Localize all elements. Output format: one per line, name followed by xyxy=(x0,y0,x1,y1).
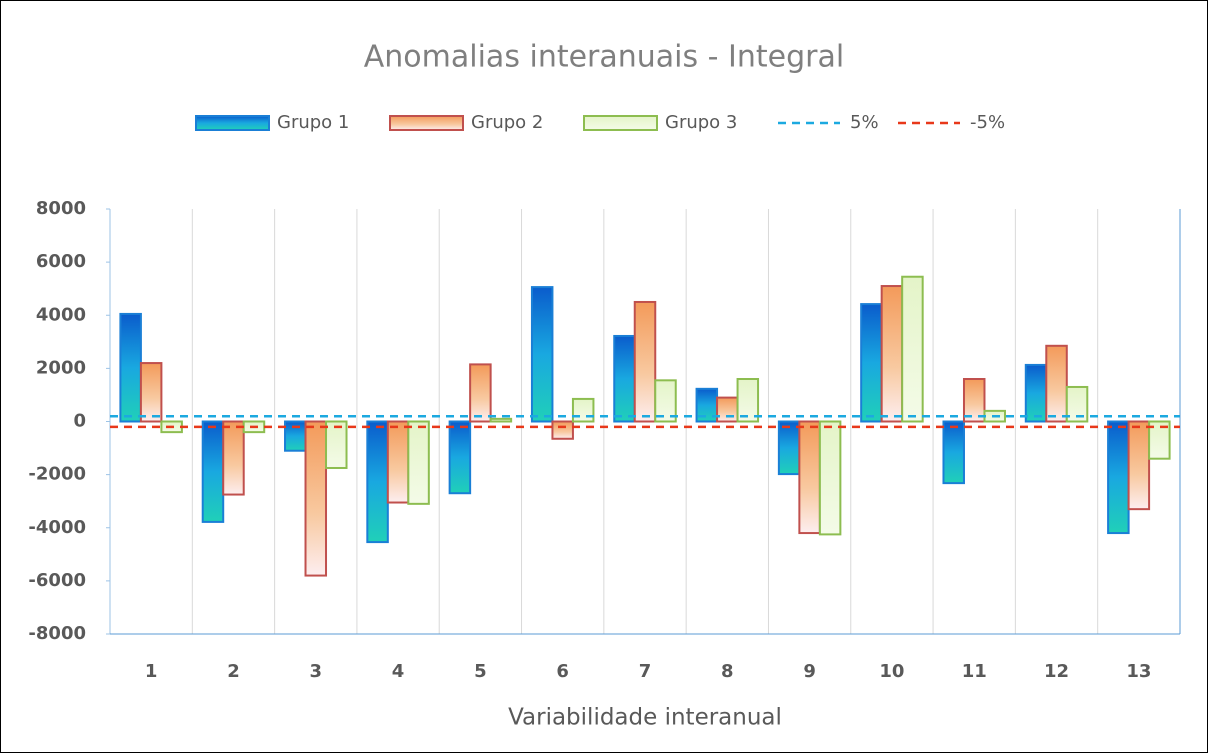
legend-label: 5% xyxy=(850,112,879,133)
chart-title: Anomalias interanuais - Integral xyxy=(364,40,844,75)
y-tick-label: -8000 xyxy=(28,623,86,644)
bar xyxy=(139,362,163,423)
bar xyxy=(942,420,965,485)
bar xyxy=(325,420,348,469)
bar xyxy=(962,378,986,423)
bar xyxy=(1065,385,1089,423)
bar xyxy=(777,420,801,476)
bar xyxy=(386,420,410,504)
x-tick-label: 4 xyxy=(392,661,405,682)
x-tick-label: 3 xyxy=(310,661,323,682)
x-tick-label: 13 xyxy=(1126,661,1151,682)
legend-swatch xyxy=(389,115,464,131)
bar xyxy=(613,334,636,423)
legend-swatch xyxy=(195,115,270,131)
legend-label: Grupo 1 xyxy=(277,112,349,133)
bar xyxy=(1024,363,1048,423)
x-tick-label: 9 xyxy=(803,661,816,682)
bar xyxy=(469,363,492,423)
bar xyxy=(736,378,760,423)
x-tick-label: 11 xyxy=(962,661,987,682)
bar xyxy=(716,396,739,423)
bar xyxy=(222,420,245,496)
x-tick-label: 7 xyxy=(639,661,652,682)
bar xyxy=(901,275,924,423)
bar xyxy=(1107,420,1130,535)
x-tick-label: 8 xyxy=(721,661,734,682)
bar xyxy=(304,420,328,577)
y-tick-label: 8000 xyxy=(36,198,86,219)
bar xyxy=(1148,420,1171,460)
x-tick-label: 5 xyxy=(474,661,487,682)
x-axis-title: Variabilidade interanual xyxy=(508,705,782,731)
bar xyxy=(119,312,142,423)
bar xyxy=(530,286,554,423)
bar xyxy=(407,420,430,505)
bar xyxy=(489,417,513,423)
legend-label: -5% xyxy=(970,112,1005,133)
y-tick-label: 2000 xyxy=(36,357,86,378)
legend-label: Grupo 2 xyxy=(471,112,543,133)
bar xyxy=(551,420,574,440)
bar xyxy=(654,379,677,423)
x-tick-label: 12 xyxy=(1044,661,1069,682)
bar xyxy=(201,420,225,523)
x-tick-label: 10 xyxy=(879,661,904,682)
x-tick-label: 6 xyxy=(556,661,569,682)
y-tick-label: -2000 xyxy=(28,464,86,485)
bar xyxy=(860,303,883,423)
legend-label: Grupo 3 xyxy=(665,112,737,133)
x-tick-label: 2 xyxy=(227,661,240,682)
bar xyxy=(571,397,595,423)
bar xyxy=(798,420,821,535)
bar xyxy=(818,420,842,536)
bar xyxy=(1045,344,1068,423)
bar xyxy=(880,285,904,423)
y-tick-label: 6000 xyxy=(36,251,86,272)
bar xyxy=(633,300,657,423)
bar xyxy=(1127,420,1151,511)
bar xyxy=(366,420,389,544)
y-tick-label: -6000 xyxy=(28,570,86,591)
x-tick-label: 1 xyxy=(145,661,158,682)
y-tick-label: -4000 xyxy=(28,517,86,538)
bar xyxy=(448,420,472,495)
y-tick-label: 0 xyxy=(73,411,86,432)
y-tick-label: 4000 xyxy=(36,304,86,325)
legend-swatch xyxy=(583,115,658,131)
